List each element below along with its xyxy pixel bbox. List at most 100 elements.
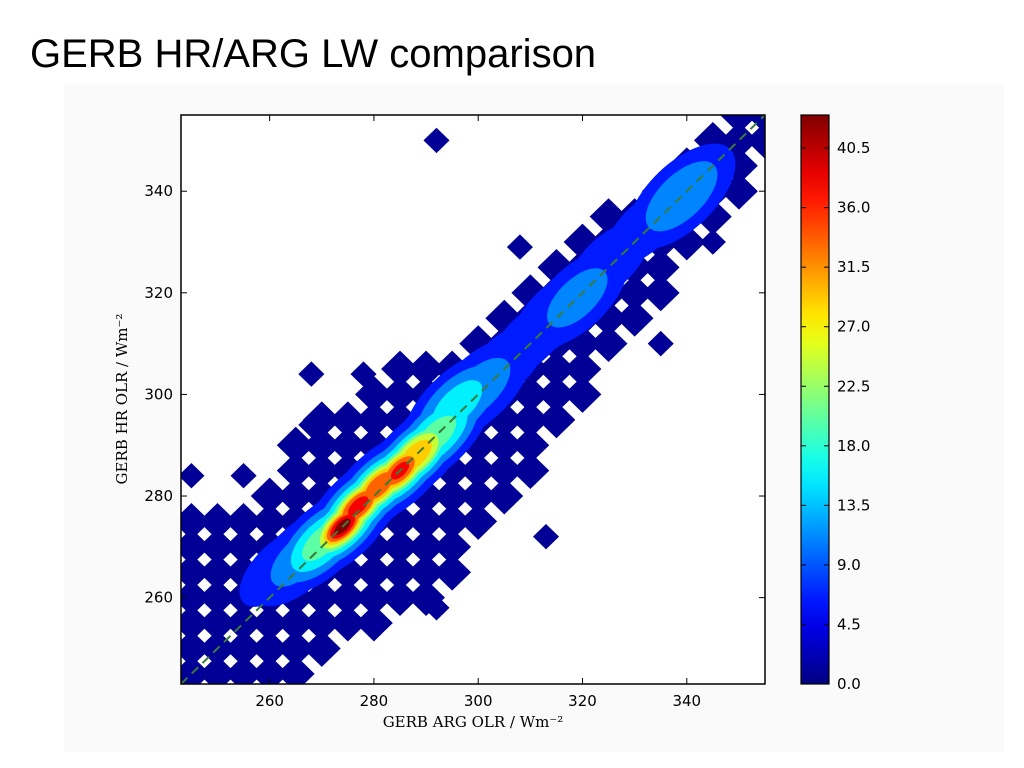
colorbar-tick-label: 27.0 — [837, 318, 870, 336]
density-support-cell — [328, 604, 367, 642]
colorbar-tick-label: 40.5 — [837, 139, 870, 157]
density-support-cell — [276, 630, 315, 667]
y-tick-label: 320 — [144, 284, 173, 302]
density-support-cell — [276, 655, 315, 684]
slide-title: GERB HR/ARG LW comparison — [30, 32, 597, 76]
density-support-cell — [250, 655, 289, 684]
x-tick-label: 320 — [568, 692, 597, 710]
density-support-cell — [302, 579, 341, 617]
density-support-cell — [407, 503, 445, 540]
density-support-cell — [485, 299, 524, 337]
density-support-cell — [198, 604, 237, 642]
heatmap-layer — [181, 115, 765, 684]
density-outlier-cell — [423, 595, 450, 621]
x-axis-label: GERB ARG OLR / Wm⁻² — [383, 713, 564, 731]
density-support-cell — [181, 528, 211, 566]
colorbar-tick-label: 9.0 — [837, 556, 861, 574]
density-support-cell — [355, 376, 393, 413]
density-support-cell — [224, 503, 263, 540]
density-outlier-cell — [298, 412, 325, 438]
y-axis-label: GERB HR OLR / Wm⁻² — [113, 314, 131, 485]
y-tick-label: 260 — [144, 589, 173, 607]
density-support-cell — [563, 325, 602, 363]
density-support-cell — [224, 528, 263, 566]
density-support-cell — [693, 121, 732, 159]
density-support-cell — [407, 477, 445, 515]
density-support-cell — [563, 376, 602, 413]
x-tick-label: 260 — [255, 692, 284, 710]
density-support-cell — [250, 477, 289, 515]
colorbar-tick-label: 31.5 — [837, 258, 870, 276]
density-contour-band — [348, 496, 369, 517]
colorbar-tick-label: 0.0 — [837, 675, 861, 693]
density-outlier-cell — [350, 361, 377, 387]
density-support-cell — [433, 553, 472, 591]
density-support-cell — [563, 350, 602, 388]
density-support-cell — [181, 579, 211, 617]
density-support-cell — [181, 553, 211, 591]
density-support-cell — [224, 655, 263, 684]
density-support-cell — [615, 299, 654, 337]
density-support-cell — [355, 528, 393, 566]
density-support-cell — [355, 579, 393, 617]
density-outlier-cell — [181, 463, 205, 489]
y-tick-label: 300 — [144, 385, 173, 403]
density-outlier-cell — [647, 330, 674, 357]
density-outlier-cell — [298, 361, 325, 387]
density-support-cell — [720, 115, 758, 134]
density-support-cell — [328, 579, 367, 617]
x-axis: 260 280 300 320 340 — [255, 115, 701, 710]
density-support-cell — [328, 401, 367, 439]
density-support-cell — [355, 604, 393, 642]
density-support-cell — [537, 350, 576, 388]
x-tick-label: 280 — [360, 692, 389, 710]
density-support-cell — [511, 376, 550, 413]
density-support-cell — [181, 630, 211, 667]
density-support-cell — [537, 401, 576, 439]
density-support-cell — [276, 477, 315, 515]
density-support-cell — [250, 604, 289, 642]
density-support-cell — [198, 553, 237, 591]
density-support-cell — [250, 503, 289, 540]
density-outlier-cell — [517, 463, 544, 489]
density-support-cell — [511, 426, 550, 464]
density-support-cell — [407, 528, 445, 566]
density-support-cell — [485, 452, 524, 490]
density-support-cell — [407, 579, 445, 617]
density-support-cell — [746, 115, 765, 134]
density-support-cell — [302, 452, 341, 490]
density-outlier-cell — [423, 127, 450, 154]
density-support-cell — [328, 426, 367, 464]
density-support-cell — [720, 121, 758, 159]
colorbar-tick-label: 4.5 — [837, 615, 861, 633]
density-support-cell — [198, 655, 237, 684]
density-support-cell — [407, 350, 445, 388]
density-outlier-cell — [230, 463, 257, 489]
density-support-cell — [537, 248, 576, 286]
density-support-cell — [641, 274, 680, 312]
density-support-cell — [433, 503, 472, 540]
density-support-cell — [381, 350, 419, 388]
density-support-cell — [511, 274, 550, 312]
density-support-cell — [693, 198, 732, 236]
colorbar-tick-label: 22.5 — [837, 377, 870, 395]
density-support-cell — [198, 579, 237, 617]
density-support-cell — [355, 401, 393, 439]
y-tick-label: 280 — [144, 487, 173, 505]
density-support-cell — [198, 528, 237, 566]
density-support-cell — [589, 198, 628, 236]
density-support-cell — [563, 223, 602, 261]
density-support-cell — [381, 579, 419, 617]
colorbar-tick-label: 36.0 — [837, 199, 870, 217]
density-support-cell — [381, 503, 419, 540]
density-support-cell — [302, 630, 341, 667]
plot-frame — [180, 114, 766, 685]
density-support-cell — [641, 248, 680, 286]
density-outlier-cell — [506, 234, 533, 260]
density-support-cell — [615, 274, 654, 312]
one-to-one-reference-line — [180, 114, 766, 685]
colorbar-tick-label: 18.0 — [837, 437, 870, 455]
density-support-cell — [589, 299, 628, 337]
density-support-cell — [181, 503, 211, 540]
density-support-cell — [720, 172, 758, 210]
